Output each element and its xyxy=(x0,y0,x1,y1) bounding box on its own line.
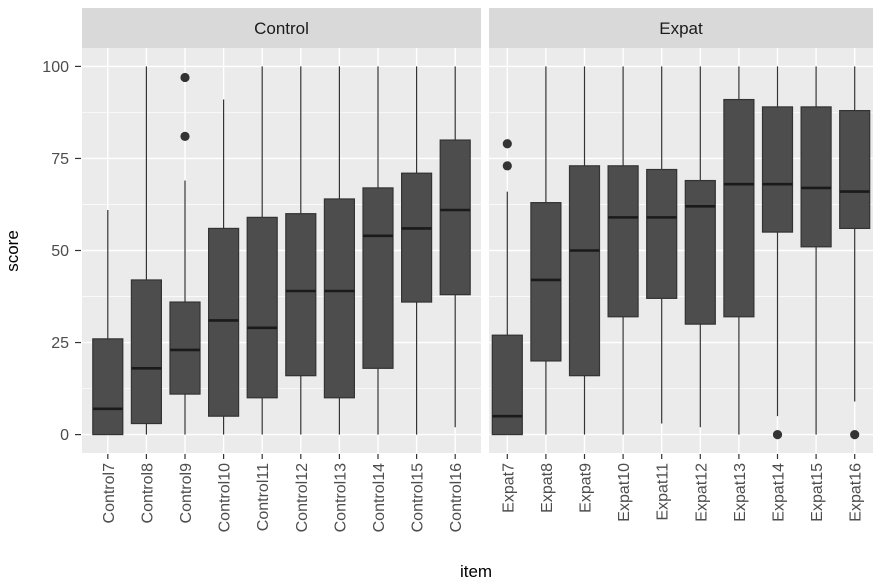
y-axis-title: score xyxy=(3,230,22,272)
box-Expat13 xyxy=(723,66,755,435)
x-tick-label: Expat9 xyxy=(578,463,595,513)
x-tick-label: Control14 xyxy=(371,463,388,532)
box-Control14 xyxy=(362,66,394,435)
outlier-point xyxy=(180,72,190,83)
box-Control12 xyxy=(285,66,317,435)
box-body xyxy=(684,179,716,325)
box-body xyxy=(208,227,240,417)
y-axis: 0 25 50 75 100 xyxy=(42,59,81,444)
x-tick-label: Expat12 xyxy=(693,463,710,522)
box-Expat12 xyxy=(684,66,716,428)
box-body xyxy=(285,213,317,377)
box-Control16 xyxy=(439,66,471,428)
x-tick-label: Expat11 xyxy=(655,463,672,521)
box-Expat10 xyxy=(607,66,639,435)
box-Expat11 xyxy=(646,66,678,424)
box-Expat16 xyxy=(839,66,871,440)
box-Expat7 xyxy=(491,139,523,436)
y-tick-label: 25 xyxy=(51,335,69,352)
box-body xyxy=(491,334,523,436)
box-body xyxy=(839,109,871,230)
box-body xyxy=(362,187,394,369)
box-Expat9 xyxy=(568,66,601,435)
box-body xyxy=(607,165,639,318)
y-tick-label: 100 xyxy=(42,59,69,76)
box-body xyxy=(761,106,794,233)
box-Expat8 xyxy=(530,66,562,435)
facet-panels: Control Control7 Control8 Control9 Control10… xyxy=(82,8,873,532)
box-body xyxy=(568,165,601,377)
x-tick-label: Expat15 xyxy=(809,463,826,522)
facet-panel-expat: Expat Expat7 Expat8 Expat9 Expat10 Expat11 Exp… xyxy=(489,8,873,522)
x-axis-title: item xyxy=(460,562,492,581)
box-body xyxy=(800,106,832,248)
box-Control7 xyxy=(92,210,124,436)
outlier-point xyxy=(502,161,512,171)
y-tick-label: 75 xyxy=(51,151,69,168)
y-tick-label: 0 xyxy=(60,427,69,444)
box-Expat15 xyxy=(800,66,832,435)
x-tick-label: Control10 xyxy=(217,463,234,532)
facet-strip-label: Control xyxy=(254,19,309,38)
y-tick-label: 50 xyxy=(51,243,69,260)
x-tick-label: Control7 xyxy=(101,463,118,524)
facet-panel-control: Control Control7 Control8 Control9 Control10… xyxy=(82,8,481,532)
x-tick-label: Control13 xyxy=(332,463,349,532)
box-Control11 xyxy=(246,66,278,435)
x-tick-label: Control15 xyxy=(410,463,427,532)
outlier-point xyxy=(772,429,783,440)
box-body xyxy=(130,279,162,425)
facet-strip xyxy=(489,8,873,48)
x-tick-label: Expat7 xyxy=(500,463,517,513)
box-Control15 xyxy=(401,66,433,435)
box-Control13 xyxy=(323,66,355,435)
box-body xyxy=(169,301,201,395)
box-Control8 xyxy=(130,66,162,435)
outlier-point xyxy=(502,139,512,149)
box-Control9 xyxy=(169,72,201,435)
box-body xyxy=(723,98,755,318)
x-tick-label: Expat13 xyxy=(732,463,749,522)
x-tick-label: Expat16 xyxy=(848,463,865,522)
x-tick-label: Expat14 xyxy=(771,463,788,522)
outlier-point xyxy=(180,131,190,141)
x-tick-label: Control16 xyxy=(448,463,465,532)
box-body xyxy=(92,338,124,436)
x-tick-label: Expat8 xyxy=(539,463,556,513)
box-body xyxy=(246,216,278,399)
outlier-point xyxy=(850,429,860,440)
x-tick-label: Control8 xyxy=(139,463,156,524)
box-body xyxy=(530,202,562,362)
x-tick-label: Control11 xyxy=(255,463,272,531)
facet-strip xyxy=(82,8,481,48)
x-tick-label: Control9 xyxy=(178,463,195,524)
x-tick-label: Control12 xyxy=(294,463,311,532)
box-Control10 xyxy=(208,99,240,435)
facet-strip-label: Expat xyxy=(659,19,703,38)
box-body xyxy=(401,172,433,303)
box-body xyxy=(323,198,355,399)
box-body xyxy=(439,139,471,296)
box-Expat14 xyxy=(761,66,794,440)
x-tick-label: Expat10 xyxy=(616,463,633,522)
box-body xyxy=(646,168,678,299)
